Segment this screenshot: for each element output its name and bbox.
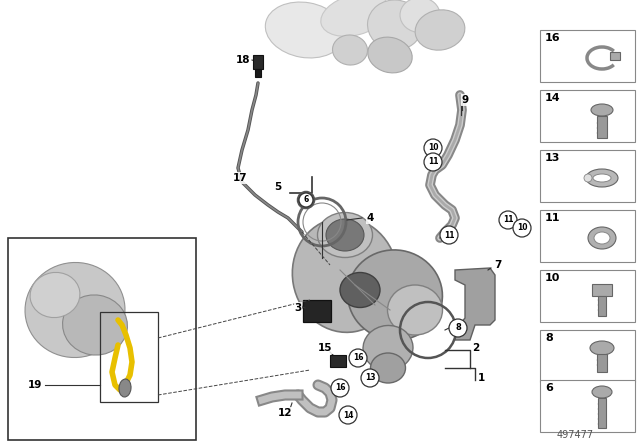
Text: 5: 5: [275, 182, 282, 192]
Text: 16: 16: [353, 353, 364, 362]
Ellipse shape: [25, 263, 125, 358]
Text: 9: 9: [461, 95, 468, 105]
Text: 11: 11: [545, 213, 561, 223]
Polygon shape: [455, 268, 495, 340]
Ellipse shape: [326, 219, 364, 251]
Circle shape: [299, 193, 313, 207]
Text: 497477: 497477: [556, 430, 593, 440]
Bar: [8, 238, 196, 440]
Bar: [540, 270, 635, 322]
Circle shape: [513, 219, 531, 237]
Text: 8: 8: [455, 323, 461, 332]
Bar: [540, 90, 635, 142]
Text: 8: 8: [545, 333, 553, 343]
Circle shape: [449, 319, 467, 337]
Bar: [330, 355, 346, 367]
Ellipse shape: [317, 212, 372, 258]
Ellipse shape: [367, 0, 422, 50]
Text: 16: 16: [545, 33, 561, 43]
Text: 4: 4: [366, 213, 374, 223]
Circle shape: [424, 153, 442, 171]
Bar: [610, 52, 620, 60]
Circle shape: [349, 349, 367, 367]
Ellipse shape: [30, 272, 80, 318]
Ellipse shape: [348, 250, 442, 340]
Text: 1: 1: [477, 373, 484, 383]
Ellipse shape: [586, 169, 618, 187]
Bar: [303, 300, 331, 322]
Ellipse shape: [594, 232, 610, 244]
Bar: [540, 30, 635, 82]
Text: 11: 11: [444, 231, 454, 240]
Text: 16: 16: [335, 383, 345, 392]
Text: 6: 6: [545, 383, 553, 393]
Ellipse shape: [400, 0, 440, 33]
Circle shape: [339, 406, 357, 424]
Text: 2: 2: [472, 343, 479, 353]
Bar: [597, 116, 607, 138]
Circle shape: [440, 226, 458, 244]
Text: 11: 11: [503, 215, 513, 224]
Text: 14: 14: [343, 410, 353, 419]
Ellipse shape: [415, 10, 465, 50]
Ellipse shape: [593, 174, 611, 182]
Circle shape: [424, 139, 442, 157]
Ellipse shape: [368, 37, 412, 73]
Text: 13: 13: [545, 153, 561, 163]
Text: 12: 12: [278, 408, 292, 418]
Text: 19: 19: [28, 380, 42, 390]
Ellipse shape: [363, 326, 413, 370]
Circle shape: [584, 174, 592, 182]
Ellipse shape: [387, 285, 442, 335]
Text: 6: 6: [303, 195, 308, 204]
Bar: [540, 330, 635, 382]
Ellipse shape: [371, 353, 406, 383]
Bar: [592, 284, 612, 296]
Bar: [540, 210, 635, 262]
Bar: [597, 354, 607, 372]
Bar: [598, 296, 606, 316]
Bar: [540, 380, 635, 432]
Ellipse shape: [592, 386, 612, 398]
Ellipse shape: [340, 272, 380, 307]
Bar: [540, 150, 635, 202]
Text: 10: 10: [545, 273, 561, 283]
Text: 10: 10: [428, 143, 438, 152]
Ellipse shape: [266, 2, 345, 58]
Ellipse shape: [591, 104, 613, 116]
Ellipse shape: [590, 341, 614, 355]
Text: 17: 17: [233, 173, 247, 183]
Bar: [598, 398, 606, 428]
Text: 10: 10: [516, 224, 527, 233]
Circle shape: [499, 211, 517, 229]
Bar: [100, 312, 158, 402]
Ellipse shape: [333, 35, 367, 65]
Text: 11: 11: [428, 158, 438, 167]
Bar: [253, 55, 263, 69]
Ellipse shape: [588, 227, 616, 249]
Text: 18: 18: [236, 55, 250, 65]
Text: 7: 7: [494, 260, 502, 270]
Ellipse shape: [292, 218, 397, 332]
Ellipse shape: [321, 0, 389, 36]
Text: 3: 3: [294, 303, 301, 313]
Bar: [255, 69, 261, 77]
Circle shape: [361, 369, 379, 387]
Text: 15: 15: [317, 343, 332, 353]
Ellipse shape: [119, 379, 131, 397]
Text: 14: 14: [545, 93, 561, 103]
Ellipse shape: [63, 295, 127, 355]
Circle shape: [331, 379, 349, 397]
Text: 13: 13: [365, 374, 375, 383]
